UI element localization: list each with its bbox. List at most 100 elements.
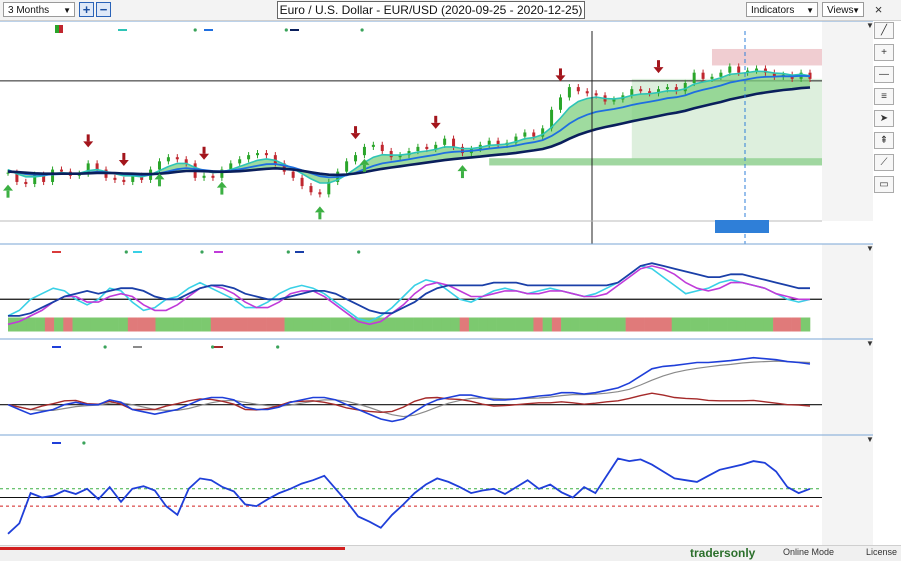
neuralx-state-bar: [800, 317, 811, 332]
line-tool-icon[interactable]: ╱: [874, 22, 894, 39]
neuralx-state-bar: [773, 317, 783, 332]
candle-body: [746, 70, 750, 73]
candle-body: [452, 138, 456, 147]
chevron-down-icon: ▼: [806, 6, 814, 15]
buy-signal-stem: [318, 212, 322, 220]
price-panel: ▼: [0, 21, 873, 545]
cross-tool-icon[interactable]: +: [874, 44, 894, 61]
candle-body: [772, 72, 776, 77]
sell-signal-stem: [122, 152, 126, 160]
sell-signal-stem: [657, 60, 661, 68]
chevron-down-icon: ▼: [852, 6, 860, 15]
candle-body: [416, 146, 420, 152]
sell-signal-stem: [202, 146, 206, 154]
neuralx-state-bar: [515, 317, 525, 332]
neuralx-state-bar: [376, 317, 387, 332]
sell-signal-stem: [558, 68, 562, 76]
zoom-in-button[interactable]: +: [79, 2, 94, 17]
candle-body: [550, 109, 554, 129]
neuralx-state-bar: [699, 317, 709, 332]
highlight-date-badge: [715, 220, 769, 233]
candle-body: [95, 163, 99, 170]
candle-body: [291, 171, 295, 178]
neuralx-state-bar: [468, 317, 479, 332]
neuralx-state-bar: [330, 317, 341, 332]
chart-area[interactable]: ▼ ▼ ▼ ▼: [0, 21, 873, 545]
neuralx-state-bar: [247, 317, 258, 332]
candle-body: [309, 186, 313, 193]
candle-body: [737, 66, 741, 73]
candle-body: [202, 175, 206, 178]
arrow-tool-icon[interactable]: ➤: [874, 110, 894, 127]
neuralx-state-bar: [72, 317, 83, 332]
note-tool-icon[interactable]: ▭: [874, 176, 894, 193]
neuralx-state-bar: [155, 317, 166, 332]
neuralx-state-bar: [349, 317, 359, 332]
candle-body: [701, 72, 705, 79]
candle-body: [460, 146, 464, 154]
hline-tool-icon[interactable]: —: [874, 66, 894, 83]
sell-signal-stem: [86, 134, 90, 142]
status-bar: tradersonly Online Mode License: [0, 545, 901, 561]
indicators-menu[interactable]: Indicators ▼: [746, 2, 818, 17]
candle-body: [657, 89, 661, 94]
views-menu[interactable]: Views ▼: [822, 2, 864, 17]
range-select[interactable]: 3 Months ▼: [3, 2, 75, 17]
close-icon[interactable]: ×: [874, 2, 883, 17]
neuralx-state-bar: [763, 317, 774, 332]
neuralx-state-bar: [146, 317, 156, 332]
buy-signal-arrow: [154, 173, 165, 180]
candle-body: [300, 177, 304, 187]
candle-body: [434, 144, 438, 149]
neuralx-state-bar: [201, 317, 212, 332]
neuralx-state-bar: [210, 317, 221, 332]
legend-status-dot: [357, 250, 361, 254]
macd-ma-line: [7, 356, 811, 423]
buy-signal-arrow: [457, 165, 468, 172]
candle-body: [86, 163, 90, 174]
neuralx-state-bar: [109, 317, 119, 332]
candle-body: [273, 155, 277, 164]
fan-tool-icon[interactable]: ⟋: [874, 154, 894, 171]
legend-status-dot: [360, 28, 364, 32]
sell-signal-stem: [354, 126, 358, 134]
neuralx-state-bar: [266, 317, 276, 332]
retrace-tool-icon[interactable]: ≡: [874, 88, 894, 105]
neuralx-state-bar: [441, 317, 451, 332]
candle-body: [238, 159, 242, 164]
neuralx-state-bar: [690, 317, 700, 332]
support-band: [489, 158, 822, 166]
candle-body: [166, 157, 170, 162]
candle-body: [567, 87, 571, 98]
candle-body: [24, 181, 28, 185]
buy-signal-arrow: [359, 158, 370, 165]
legend-status-dot: [124, 250, 128, 254]
sell-signal-arrow: [555, 75, 566, 82]
candle-body: [648, 91, 652, 94]
bar-legend-swatch-up: [55, 25, 59, 33]
neuralx-state-bar: [183, 317, 193, 332]
candle-body: [113, 177, 117, 180]
neuralx-state-bar: [54, 317, 64, 332]
neuralx-state-bar: [505, 317, 516, 332]
candle-body: [362, 146, 366, 156]
candle-body: [327, 181, 331, 195]
neuralx-state-bar: [736, 317, 746, 332]
fib-tool-icon[interactable]: ⇞: [874, 132, 894, 149]
resistance-zone: [711, 48, 822, 66]
candle-body: [256, 153, 260, 156]
neuralx-state-bar: [90, 317, 101, 332]
candle-body: [264, 153, 268, 156]
neuralx-state-bar: [662, 317, 673, 332]
price-collapse-icon: ▼: [866, 21, 873, 30]
neuralx-state-bar: [708, 317, 719, 332]
neuralx-axis-bg: [822, 244, 873, 339]
neuralx-state-bar: [432, 317, 442, 332]
range-select-value: 3 Months: [8, 5, 50, 16]
candle-body: [514, 136, 518, 143]
candle-body: [594, 93, 598, 96]
zoom-out-button[interactable]: −: [96, 2, 111, 17]
candle-body: [42, 174, 46, 182]
neuralx-state-bar: [533, 317, 543, 332]
neuralx-state-bar: [459, 317, 470, 332]
